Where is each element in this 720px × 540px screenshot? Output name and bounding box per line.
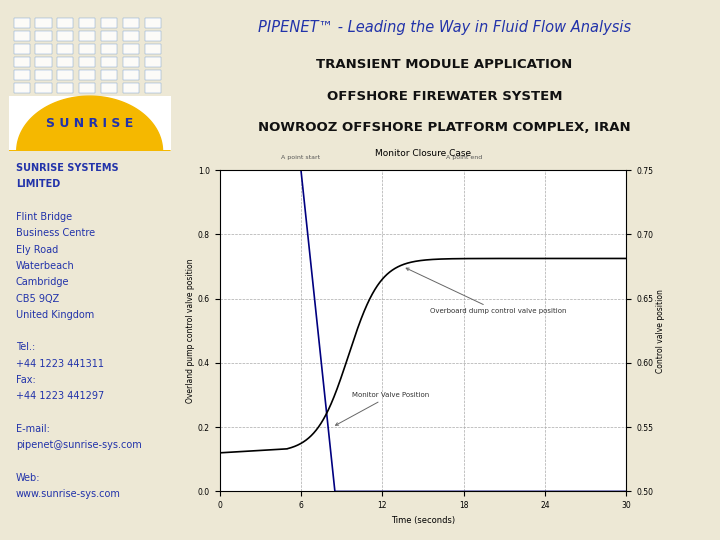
- Bar: [35, 18, 52, 28]
- Text: Business Centre: Business Centre: [16, 228, 95, 238]
- Polygon shape: [9, 96, 171, 151]
- Text: +44 1223 441311: +44 1223 441311: [16, 359, 104, 369]
- Bar: [145, 83, 161, 93]
- Bar: [101, 83, 117, 93]
- Bar: [123, 31, 139, 41]
- Bar: [123, 57, 139, 67]
- Text: OFFSHORE FIREWATER SYSTEM: OFFSHORE FIREWATER SYSTEM: [327, 90, 562, 103]
- Text: LIMITED: LIMITED: [16, 179, 60, 189]
- Text: www.sunrise-sys.com: www.sunrise-sys.com: [16, 489, 120, 500]
- Bar: [35, 44, 52, 54]
- Bar: [79, 70, 95, 80]
- Text: SUNRISE SYSTEMS: SUNRISE SYSTEMS: [16, 163, 118, 173]
- Text: NOWROOZ OFFSHORE PLATFORM COMPLEX, IRAN: NOWROOZ OFFSHORE PLATFORM COMPLEX, IRAN: [258, 121, 631, 134]
- Text: PIPENET™ - Leading the Way in Fluid Flow Analysis: PIPENET™ - Leading the Way in Fluid Flow…: [258, 19, 631, 35]
- Bar: [123, 18, 139, 28]
- Bar: [14, 83, 30, 93]
- Bar: [14, 70, 30, 80]
- Text: A point end: A point end: [446, 156, 482, 160]
- X-axis label: Time (seconds): Time (seconds): [391, 516, 455, 525]
- Bar: [58, 31, 73, 41]
- Bar: [14, 57, 30, 67]
- Text: E-mail:: E-mail:: [16, 424, 50, 434]
- Bar: [101, 44, 117, 54]
- Text: Cambridge: Cambridge: [16, 277, 69, 287]
- Bar: [9, 96, 171, 151]
- Bar: [14, 18, 30, 28]
- Bar: [79, 44, 95, 54]
- Bar: [79, 57, 95, 67]
- Bar: [145, 70, 161, 80]
- Text: Overboard dump control valve position: Overboard dump control valve position: [406, 268, 566, 314]
- Bar: [101, 57, 117, 67]
- Bar: [145, 44, 161, 54]
- Bar: [145, 57, 161, 67]
- Bar: [123, 44, 139, 54]
- Y-axis label: Control valve position: Control valve position: [656, 289, 665, 373]
- Y-axis label: Overland pump control valve position: Overland pump control valve position: [186, 259, 195, 403]
- Text: Ely Road: Ely Road: [16, 245, 58, 254]
- Text: +44 1223 441297: +44 1223 441297: [16, 392, 104, 401]
- Text: A point start: A point start: [282, 156, 320, 160]
- Text: TRANSIENT MODULE APPLICATION: TRANSIENT MODULE APPLICATION: [317, 58, 572, 71]
- Bar: [35, 83, 52, 93]
- Bar: [101, 70, 117, 80]
- Bar: [101, 31, 117, 41]
- Bar: [145, 18, 161, 28]
- Bar: [123, 83, 139, 93]
- Bar: [79, 18, 95, 28]
- Bar: [58, 83, 73, 93]
- Bar: [35, 70, 52, 80]
- Bar: [35, 57, 52, 67]
- Bar: [58, 70, 73, 80]
- Bar: [14, 31, 30, 41]
- Text: United Kingdom: United Kingdom: [16, 310, 94, 320]
- Title: Monitor Closure Case: Monitor Closure Case: [375, 149, 471, 158]
- Text: CB5 9QZ: CB5 9QZ: [16, 294, 59, 303]
- Text: S U N R I S E: S U N R I S E: [46, 117, 133, 130]
- Bar: [101, 18, 117, 28]
- Bar: [145, 31, 161, 41]
- Text: Tel.:: Tel.:: [16, 342, 35, 353]
- Bar: [14, 44, 30, 54]
- Text: Waterbeach: Waterbeach: [16, 261, 74, 271]
- Text: pipenet@sunrise-sys.com: pipenet@sunrise-sys.com: [16, 441, 141, 450]
- Bar: [58, 44, 73, 54]
- Text: Web:: Web:: [16, 473, 40, 483]
- Text: Monitor Valve Position: Monitor Valve Position: [336, 392, 430, 426]
- Bar: [58, 57, 73, 67]
- Bar: [79, 83, 95, 93]
- Text: Flint Bridge: Flint Bridge: [16, 212, 72, 222]
- Bar: [123, 70, 139, 80]
- Bar: [79, 31, 95, 41]
- Bar: [58, 18, 73, 28]
- Text: Fax:: Fax:: [16, 375, 35, 385]
- Bar: [35, 31, 52, 41]
